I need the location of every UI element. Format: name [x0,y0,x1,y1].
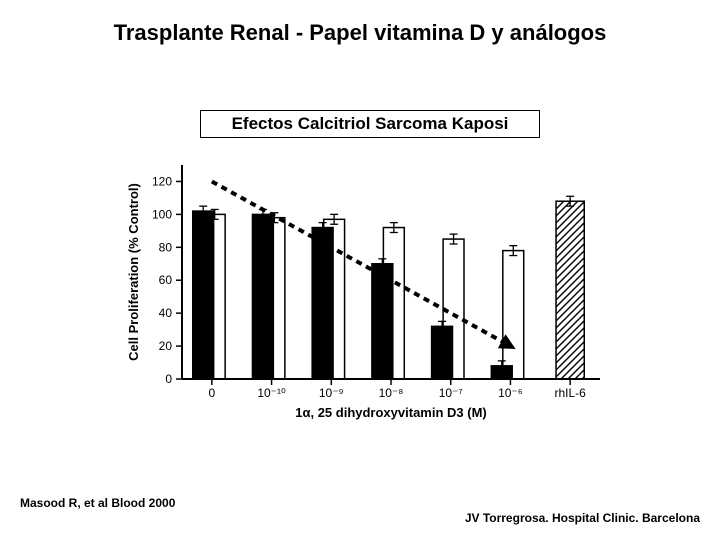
svg-text:Cell Proliferation (% Control): Cell Proliferation (% Control) [126,183,141,361]
svg-text:10⁻⁹: 10⁻⁹ [319,386,344,400]
page-title: Trasplante Renal - Papel vitamina D y an… [0,20,720,46]
svg-text:60: 60 [159,273,173,287]
chart-container: 0 20 40 60 80 100 120 0 10⁻¹⁰ 10⁻⁹ 10⁻⁸ 10⁻⁷ 10⁻⁶ rhI… [120,155,610,425]
subtitle-box: Efectos Calcitriol Sarcoma Kaposi [200,110,540,138]
svg-text:40: 40 [159,306,173,320]
svg-text:20: 20 [159,339,173,353]
svg-text:10⁻⁶: 10⁻⁶ [498,386,523,400]
svg-text:120: 120 [152,174,172,188]
bar-chart: 0 20 40 60 80 100 120 0 10⁻¹⁰ 10⁻⁹ 10⁻⁸ 10⁻⁷ 10⁻⁶ rhI… [120,155,610,425]
citation: Masood R, et al Blood 2000 [20,496,175,510]
svg-text:80: 80 [159,240,173,254]
svg-text:10⁻⁷: 10⁻⁷ [439,386,463,400]
footer-credit: JV Torregrosa. Hospital Clinic. Barcelon… [465,511,700,525]
svg-text:rhIL-6: rhIL-6 [554,386,586,400]
svg-text:0: 0 [209,386,216,400]
svg-text:100: 100 [152,207,172,221]
svg-text:0: 0 [165,372,172,386]
svg-text:10⁻⁸: 10⁻⁸ [379,386,404,400]
svg-text:1α, 25 dihydroxyvitamin D3 (M): 1α, 25 dihydroxyvitamin D3 (M) [295,405,486,420]
svg-text:10⁻¹⁰: 10⁻¹⁰ [257,386,286,400]
